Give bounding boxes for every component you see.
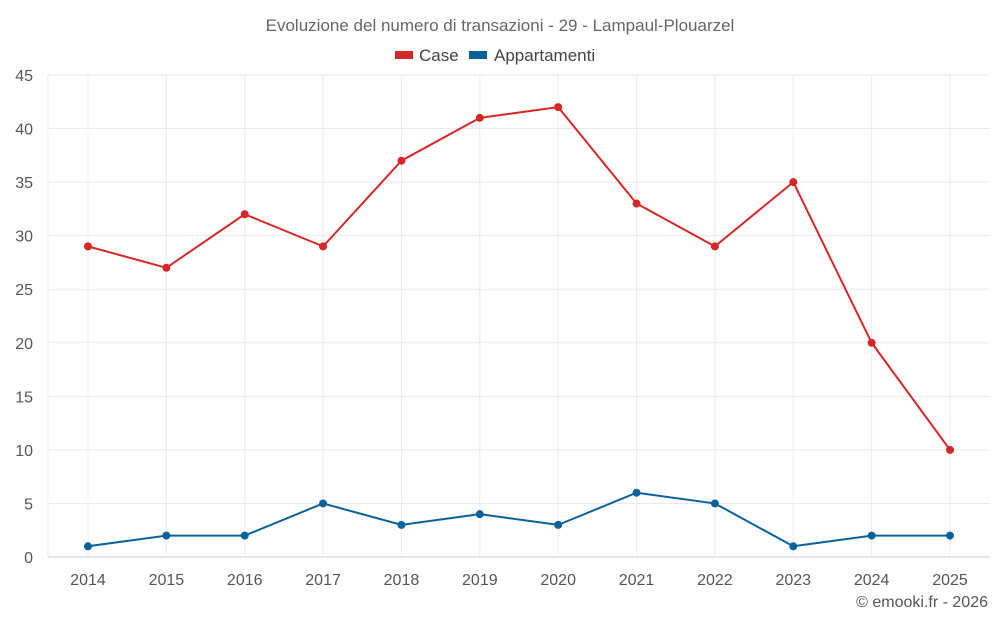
data-point-case[interactable]: [789, 178, 798, 187]
credit: © emooki.fr - 2026: [856, 594, 988, 611]
x-tick-label: 2024: [854, 572, 890, 589]
data-point-case[interactable]: [554, 103, 563, 112]
x-tick-label: 2015: [149, 572, 185, 589]
data-point-appartamenti[interactable]: [319, 499, 328, 508]
data-point-case[interactable]: [162, 263, 171, 272]
legend: Case Appartamenti: [395, 46, 595, 65]
legend-label-case[interactable]: Case: [419, 46, 459, 65]
data-point-appartamenti[interactable]: [789, 542, 798, 551]
x-tick-label: 2014: [70, 572, 106, 589]
y-tick-label: 30: [15, 229, 33, 246]
y-tick-label: 0: [24, 550, 33, 567]
x-tick-label: 2020: [540, 572, 576, 589]
legend-swatch-appartamenti: [469, 51, 487, 59]
data-point-appartamenti[interactable]: [710, 499, 719, 508]
y-tick-label: 35: [15, 175, 33, 192]
x-tick-label: 2021: [619, 572, 655, 589]
y-tick-label: 10: [15, 443, 33, 460]
series-layer: [84, 103, 954, 551]
x-tick-label: 2023: [775, 572, 811, 589]
series-line-appartamenti: [87, 491, 950, 548]
data-point-case[interactable]: [475, 113, 484, 122]
data-point-case[interactable]: [319, 242, 328, 251]
data-point-case[interactable]: [240, 210, 249, 219]
data-point-appartamenti[interactable]: [554, 520, 563, 529]
data-point-case[interactable]: [632, 199, 641, 208]
y-tick-label: 40: [15, 122, 33, 139]
y-tick-label: 25: [15, 282, 33, 299]
data-point-case[interactable]: [84, 242, 92, 251]
x-tick-label: 2016: [227, 572, 263, 589]
legend-swatch-case: [395, 51, 413, 59]
data-point-appartamenti[interactable]: [867, 531, 876, 540]
data-point-case[interactable]: [397, 156, 406, 165]
y-tick-label: 5: [24, 496, 33, 513]
data-point-case[interactable]: [867, 338, 876, 347]
y-axis-ticks: 0 5 10 15 20 25 30 35 40 45: [15, 68, 33, 567]
data-point-appartamenti[interactable]: [946, 531, 954, 540]
chart-title: Evoluzione del numero di transazioni - 2…: [266, 16, 735, 35]
x-tick-label: 2025: [932, 572, 968, 589]
data-point-appartamenti[interactable]: [162, 531, 171, 540]
x-tick-label: 2017: [305, 572, 341, 589]
y-tick-label: 45: [15, 68, 33, 85]
grid: [47, 74, 990, 558]
data-point-appartamenti[interactable]: [84, 542, 92, 551]
x-tick-label: 2022: [697, 572, 733, 589]
data-point-appartamenti[interactable]: [240, 531, 249, 540]
data-point-case[interactable]: [710, 242, 719, 251]
data-point-appartamenti[interactable]: [475, 510, 484, 519]
legend-label-appartamenti[interactable]: Appartamenti: [494, 46, 595, 65]
data-point-appartamenti[interactable]: [397, 520, 406, 529]
y-tick-label: 20: [15, 336, 33, 353]
x-axis-ticks: 2014 2015 2016 2017 2018 2019 2020 2021 2022 2023…: [70, 572, 968, 589]
data-point-appartamenti[interactable]: [632, 488, 641, 497]
series-line-case: [87, 106, 951, 451]
data-point-case[interactable]: [946, 445, 954, 454]
x-tick-label: 2019: [462, 572, 498, 589]
x-tick-label: 2018: [384, 572, 420, 589]
y-tick-label: 15: [15, 389, 33, 406]
